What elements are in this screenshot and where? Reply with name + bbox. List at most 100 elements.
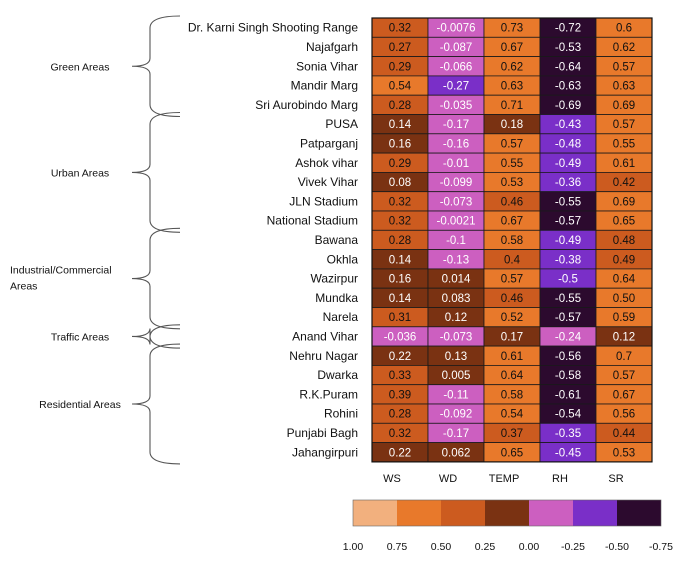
cell-value-label: 0.57 <box>613 61 635 73</box>
group-label: Industrial/Commercial <box>10 265 112 277</box>
cell-value-label: -0.53 <box>555 42 581 54</box>
row-label: Anand Vihar <box>292 329 358 343</box>
cell-value-label: -0.61 <box>555 389 581 401</box>
legend-swatch <box>529 500 573 526</box>
cell-value-label: 0.73 <box>501 23 523 35</box>
row-label: Rohini <box>324 407 358 421</box>
legend-tick-label: 0.50 <box>431 541 452 553</box>
cell-value-label: -0.54 <box>555 409 582 421</box>
cell-value-label: 0.42 <box>613 177 635 189</box>
cell-value-label: -0.64 <box>555 61 582 73</box>
cell-value-label: 0.63 <box>613 81 635 93</box>
row-label: R.K.Puram <box>299 387 358 401</box>
heatmap-border <box>371 17 653 463</box>
cell-value-label: 0.083 <box>442 293 471 305</box>
legend-tick-label: -0.25 <box>561 541 585 553</box>
cell-value-label: 0.28 <box>389 100 411 112</box>
cell-value-label: 0.64 <box>501 370 524 382</box>
cell-value-label: 0.57 <box>613 119 635 131</box>
cell-value-label: 0.46 <box>501 293 523 305</box>
cell-value-label: 0.67 <box>501 216 523 228</box>
row-label: Jahangirpuri <box>292 445 358 459</box>
group-label: Residential Areas <box>39 399 121 411</box>
row-label: Dwarka <box>317 368 358 382</box>
cell-value-label: 0.32 <box>389 216 411 228</box>
cell-value-label: -0.49 <box>555 235 581 247</box>
group-label: Traffic Areas <box>51 331 109 343</box>
cell-value-label: 0.37 <box>501 428 523 440</box>
legend-tick-label: -0.75 <box>649 541 673 553</box>
row-label: Dr. Karni Singh Shooting Range <box>188 21 358 35</box>
cell-value-label: 0.58 <box>501 389 523 401</box>
column-label: SR <box>608 473 623 485</box>
group-brace <box>131 324 181 349</box>
legend-swatch <box>441 500 485 526</box>
cell-value-label: -0.13 <box>443 254 469 266</box>
cell-value-label: 0.67 <box>613 389 635 401</box>
row-label: Punjabi Bagh <box>287 426 358 440</box>
legend-tick-label: 0.25 <box>475 541 496 553</box>
row-label: Bawana <box>315 233 359 247</box>
cell-value-label: -0.073 <box>440 196 473 208</box>
legend-swatch <box>617 500 661 526</box>
cell-value-label: 0.57 <box>613 370 635 382</box>
cell-value-label: -0.17 <box>443 428 469 440</box>
cell-value-label: 0.14 <box>389 293 412 305</box>
cell-value-label: 0.32 <box>389 196 411 208</box>
row-label: Okhla <box>327 252 359 266</box>
row-label: Sonia Vihar <box>296 59 358 73</box>
column-label: RH <box>552 473 568 485</box>
column-label: WS <box>383 473 401 485</box>
cell-value-label: 0.50 <box>613 293 635 305</box>
cell-value-label: -0.073 <box>440 331 473 343</box>
cell-value-label: -0.36 <box>555 177 581 189</box>
cell-value-label: 0.61 <box>501 351 523 363</box>
cell-value-label: 0.14 <box>389 119 412 131</box>
cell-value-label: 0.65 <box>613 216 635 228</box>
cell-value-label: 0.27 <box>389 42 411 54</box>
cell-value-label: 0.69 <box>613 100 635 112</box>
cell-value-label: -0.72 <box>555 23 581 35</box>
cell-value-label: -0.099 <box>440 177 473 189</box>
legend-swatch <box>573 500 617 526</box>
cell-value-label: -0.57 <box>555 312 581 324</box>
cell-value-label: 0.16 <box>389 274 411 286</box>
group-label-cont: Areas <box>10 281 37 293</box>
cell-value-label: 0.44 <box>613 428 636 440</box>
cell-value-label: 0.39 <box>389 389 411 401</box>
cell-value-label: 0.28 <box>389 409 411 421</box>
cell-value-label: -0.48 <box>555 138 581 150</box>
cell-value-label: 0.48 <box>613 235 635 247</box>
row-label: Mandir Marg <box>291 79 358 93</box>
group-label: Green Areas <box>51 61 110 73</box>
cell-value-label: -0.0021 <box>436 216 475 228</box>
cell-value-label: 0.22 <box>389 447 411 459</box>
cell-value-label: 0.6 <box>616 23 632 35</box>
cell-value-label: 0.29 <box>389 158 411 170</box>
cell-value-label: -0.1 <box>446 235 466 247</box>
cell-value-label: -0.69 <box>555 100 581 112</box>
cell-value-label: 0.54 <box>501 409 524 421</box>
cell-value-label: 0.52 <box>501 312 523 324</box>
cell-value-label: 0.58 <box>501 235 523 247</box>
cell-value-label: 0.08 <box>389 177 411 189</box>
legend-swatch <box>353 500 397 526</box>
cell-value-label: -0.45 <box>555 447 581 459</box>
row-label: Sri Aurobindo Marg <box>255 98 358 112</box>
cell-value-label: 0.67 <box>501 42 523 54</box>
cell-value-label: 0.22 <box>389 351 411 363</box>
row-label: Patparganj <box>300 136 358 150</box>
cell-value-label: -0.56 <box>555 351 581 363</box>
cell-value-label: -0.24 <box>555 331 582 343</box>
cell-value-label: 0.33 <box>389 370 411 382</box>
cell-value-label: 0.64 <box>613 274 636 286</box>
legend-tick-label: 1.00 <box>343 541 364 553</box>
cell-value-label: -0.035 <box>440 100 473 112</box>
cell-value-label: 0.65 <box>501 447 523 459</box>
cell-value-label: -0.55 <box>555 196 581 208</box>
group-brace <box>131 343 181 465</box>
cell-value-label: -0.57 <box>555 216 581 228</box>
legend-swatch <box>485 500 529 526</box>
row-label: Ashok vihar <box>295 156 358 170</box>
cell-value-label: 0.56 <box>613 409 635 421</box>
